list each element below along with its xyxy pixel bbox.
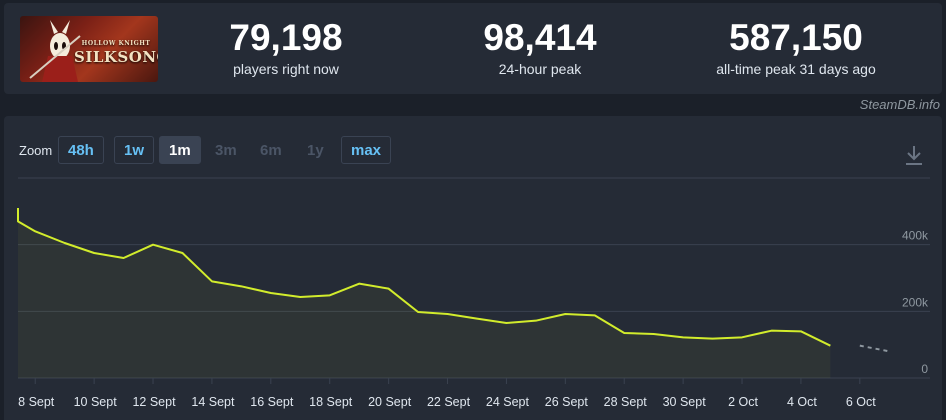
data-point-26 [739,334,745,340]
players-now-label: players right now [233,61,339,77]
data-point-3 [62,240,68,246]
x-tick-label: 16 Sept [250,395,294,409]
zoom-label: Zoom [19,143,53,158]
data-point-5 [121,255,127,261]
data-point-9 [238,283,244,289]
game-logo[interactable]: HOLLOW KNIGHT SILKSONG [20,16,158,82]
data-point-29 [827,343,833,349]
series-area [18,208,831,378]
data-point-18 [503,320,509,326]
zoom-button-3m: 3m [215,142,237,159]
x-tick-label: 26 Sept [545,395,589,409]
data-point-14 [386,286,392,292]
data-point-16 [445,311,451,317]
data-point-27 [768,328,774,334]
data-point-7 [179,250,185,256]
players-now-stat: 79,198 players right now [166,17,406,78]
data-point-24 [680,334,686,340]
data-point-19 [533,318,539,324]
data-point-4 [91,250,97,256]
zoom-button-6m: 6m [260,142,282,159]
data-point-1 [15,218,21,224]
stats-card: HOLLOW KNIGHT SILKSONG 79,198 players ri… [4,3,942,94]
zoom-button-max[interactable]: max [341,136,392,164]
x-tick-label: 14 Sept [191,395,235,409]
series-line [17,208,831,347]
day-peak-value: 98,414 [483,17,597,58]
data-point-21 [592,312,598,318]
data-point-28 [798,328,804,334]
zoom-button-48h[interactable]: 48h [58,136,104,164]
logo-title: HOLLOW KNIGHT SILKSONG [74,40,158,66]
hornet-figure-icon [29,20,81,82]
data-point-6 [150,242,156,248]
alltime-peak-label: all-time peak 31 days ago [716,61,876,77]
day-peak-label: 24-hour peak [498,61,582,77]
y-tick-label: 200k [902,295,929,309]
x-tick-label: 24 Sept [486,395,530,409]
alltime-peak-stat: 587,150 all-time peak 31 days ago [676,17,916,78]
players-now-value: 79,198 [229,17,343,58]
data-point-10 [268,290,274,296]
data-point-17 [474,316,480,322]
alltime-peak-value: 587,150 [729,17,863,58]
download-icon[interactable] [904,144,924,166]
data-point-8 [209,278,215,284]
data-point-11 [297,294,303,300]
zoom-button-1y: 1y [307,142,324,159]
player-count-chart[interactable]: 0 200k 400k 8 Sept 10 Sept 12 Sept 14 Sept 16 S… [4,116,942,420]
data-point-25 [710,336,716,342]
x-tick-label: 8 Sept [18,395,55,409]
x-tick-label: 6 Oct [846,395,876,409]
x-tick-label: 20 Sept [368,395,412,409]
data-point-20 [562,311,568,317]
steamdb-brand-link[interactable]: SteamDB.info [859,97,940,112]
x-tick-label: 22 Sept [427,395,471,409]
chart-card: Zoom 48h 1w 1m 3m 6m 1y max 0 200k 400k 8 Sept 10 … [4,116,942,420]
data-point-12 [327,292,333,298]
forecast-line [859,344,890,353]
y-tick-label: 0 [921,362,928,376]
x-tick-label: 2 Oct [728,395,758,409]
x-tick-label: 28 Sept [604,395,648,409]
data-point-15 [415,309,421,315]
data-point-13 [356,281,362,287]
data-point-23 [651,331,657,337]
data-point-0 [15,205,21,211]
zoom-button-1w[interactable]: 1w [114,136,155,164]
day-peak-stat: 98,414 24-hour peak [420,17,660,78]
zoom-button-1m[interactable]: 1m [159,136,201,164]
y-tick-label: 400k [902,229,929,243]
x-tick-label: 10 Sept [74,395,118,409]
x-tick-label: 30 Sept [663,395,707,409]
data-point-22 [621,330,627,336]
x-tick-label: 18 Sept [309,395,353,409]
x-tick-label: 4 Oct [787,395,817,409]
data-point-2 [32,228,38,234]
x-tick-label: 12 Sept [132,395,176,409]
